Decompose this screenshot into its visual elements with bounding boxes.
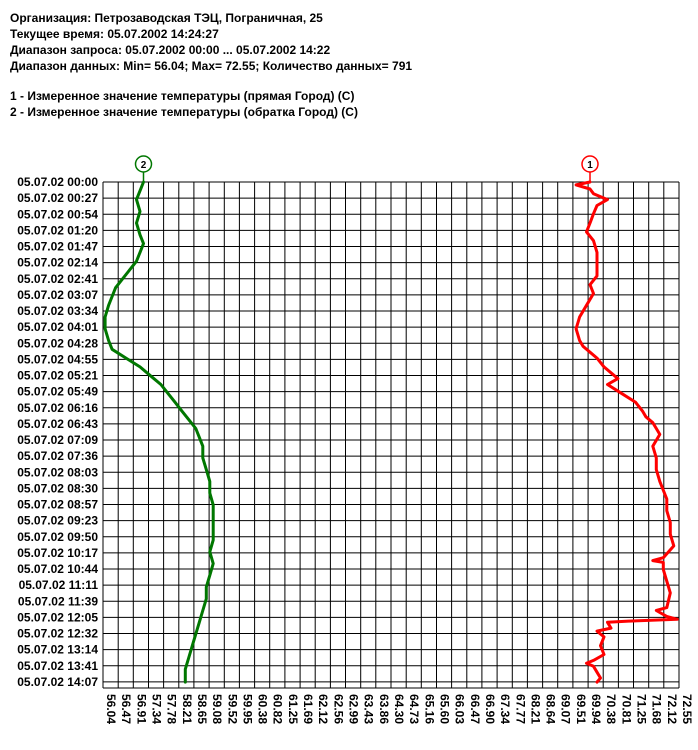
- y-tick-label: 05.07.02 13:41: [17, 659, 98, 673]
- x-tick-label: 66.03: [453, 694, 467, 724]
- y-tick-label: 05.07.02 04:55: [17, 352, 98, 366]
- x-tick-label: 62.56: [331, 694, 345, 724]
- x-tick-label: 66.90: [483, 694, 497, 724]
- y-axis-labels: 05.07.02 00:00 05.07.02 00:27 05.07.02 00:…: [17, 175, 98, 689]
- series-markers: 12: [134, 155, 599, 182]
- x-tick-label: 59.08: [210, 694, 224, 724]
- x-tick-label: 62.99: [347, 694, 361, 724]
- y-tick-label: 05.07.02 09:23: [17, 514, 98, 528]
- x-tick-label: 69.94: [589, 694, 603, 724]
- x-tick-label: 69.51: [574, 694, 588, 724]
- x-tick-label: 61.25: [286, 694, 300, 724]
- x-tick-label: 70.81: [619, 694, 633, 724]
- x-tick-label: 56.04: [104, 694, 118, 724]
- org-line: Организация: Петрозаводская ТЭЦ, Пограни…: [10, 11, 323, 25]
- x-tick-label: 63.86: [377, 694, 391, 724]
- legend-entry-2: 2 - Измеренное значение температуры (обр…: [10, 105, 358, 119]
- y-tick-label: 05.07.02 06:43: [17, 417, 98, 431]
- y-tick-label: 05.07.02 08:03: [17, 465, 98, 479]
- current-time-line: Текущее время: 05.07.2002 14:24:27: [10, 27, 219, 41]
- x-tick-label: 68.21: [528, 694, 542, 724]
- x-tick-label: 57.78: [165, 694, 179, 724]
- x-tick-label: 61.69: [301, 694, 315, 724]
- y-tick-label: 05.07.02 05:21: [17, 369, 98, 383]
- y-tick-label: 05.07.02 03:34: [17, 304, 98, 318]
- x-tick-label: 57.34: [150, 694, 164, 724]
- y-tick-label: 05.07.02 00:00: [17, 175, 98, 189]
- x-tick-label: 56.91: [134, 694, 148, 724]
- series-marker-2: [134, 155, 153, 173]
- x-tick-label: 63.43: [362, 694, 376, 724]
- y-tick-label: 05.07.02 04:28: [17, 336, 98, 350]
- y-tick-label: 05.07.02 02:41: [17, 272, 98, 286]
- series-lines: [103, 180, 679, 684]
- x-tick-label: 67.34: [498, 694, 512, 724]
- y-tick-label: 05.07.02 09:50: [17, 530, 98, 544]
- legend-entry-1: 1 - Измеренное значение температуры (пря…: [10, 89, 355, 103]
- series-line-1: [574, 180, 679, 684]
- x-tick-label: 71.25: [635, 694, 649, 724]
- y-tick-label: 05.07.02 14:07: [17, 675, 98, 689]
- y-tick-label: 05.07.02 06:16: [17, 401, 98, 415]
- x-tick-label: 64.73: [407, 694, 421, 724]
- x-tick-label: 72.55: [680, 694, 694, 724]
- x-tick-label: 71.68: [650, 694, 664, 724]
- y-tick-label: 05.07.02 07:09: [17, 433, 98, 447]
- y-tick-label: 05.07.02 11:39: [18, 594, 98, 608]
- y-tick-label: 05.07.02 10:17: [17, 546, 98, 560]
- y-tick-label: 05.07.02 02:14: [17, 256, 98, 270]
- query-range-line: Диапазон запроса: 05.07.2002 00:00 ... 0…: [10, 43, 331, 57]
- y-tick-label: 05.07.02 08:57: [17, 498, 98, 512]
- series-marker-label-2: 2: [141, 160, 147, 171]
- y-tick-label: 05.07.02 10:44: [17, 562, 98, 576]
- series-marker-label-1: 1: [587, 160, 593, 171]
- x-tick-label: 59.52: [225, 694, 239, 724]
- x-tick-label: 59.95: [240, 694, 254, 724]
- data-range-line: Диапазон данных: Min= 56.04; Max= 72.55;…: [10, 59, 413, 73]
- y-tick-label: 05.07.02 13:14: [17, 643, 98, 657]
- x-tick-label: 58.65: [195, 694, 209, 724]
- y-tick-label: 05.07.02 04:01: [17, 320, 98, 334]
- y-tick-label: 05.07.02 05:49: [17, 385, 98, 399]
- series-marker-1: [581, 155, 599, 173]
- x-tick-label: 70.38: [604, 694, 618, 724]
- x-tick-label: 68.64: [544, 694, 558, 724]
- x-tick-label: 67.77: [513, 694, 527, 724]
- x-tick-label: 69.07: [559, 694, 573, 724]
- y-tick-label: 05.07.02 07:36: [17, 449, 98, 463]
- x-tick-label: 58.21: [180, 694, 194, 724]
- y-tick-label: 05.07.02 11:11: [19, 578, 99, 592]
- y-tick-label: 05.07.02 00:54: [17, 207, 98, 221]
- x-tick-label: 60.38: [256, 694, 270, 724]
- series-line-2: [103, 180, 215, 684]
- y-tick-label: 05.07.02 03:07: [17, 288, 98, 302]
- x-tick-label: 72.12: [665, 694, 679, 724]
- x-tick-label: 66.47: [468, 694, 482, 724]
- y-tick-label: 05.07.02 12:05: [17, 610, 98, 624]
- x-tick-label: 56.47: [119, 694, 133, 724]
- x-tick-label: 60.82: [271, 694, 285, 724]
- y-tick-label: 05.07.02 12:32: [17, 627, 98, 641]
- y-tick-label: 05.07.02 01:20: [17, 223, 98, 237]
- y-tick-label: 05.07.02 01:47: [17, 240, 98, 254]
- x-tick-label: 65.60: [438, 694, 452, 724]
- y-tick-label: 05.07.02 08:30: [17, 481, 98, 495]
- header-block: Организация: Петрозаводская ТЭЦ, Пограни…: [10, 10, 412, 120]
- x-tick-label: 64.30: [392, 694, 406, 724]
- x-tick-label: 62.12: [316, 694, 330, 724]
- x-tick-label: 65.16: [422, 694, 436, 724]
- y-tick-label: 05.07.02 00:27: [17, 191, 98, 205]
- x-axis-labels: 56.04 56.47 56.91 57.34 57.78 58.21 58.65 59.08…: [104, 694, 694, 724]
- chart-grid: [102, 181, 680, 689]
